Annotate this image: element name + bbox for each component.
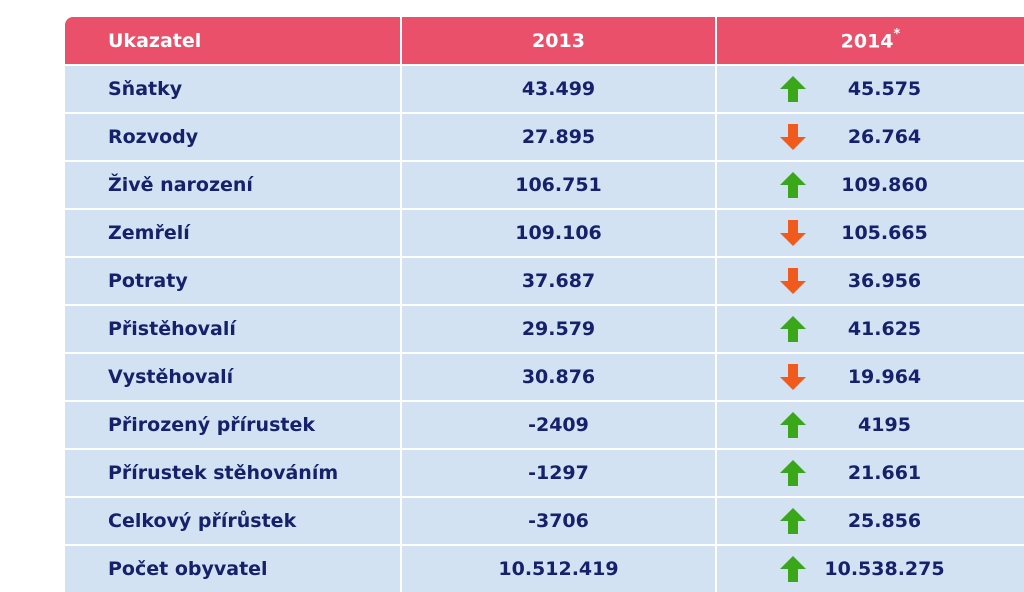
- table-row: Sňatky 43.499 45.575: [65, 64, 1024, 113]
- value-2014-text: 45.575: [847, 78, 922, 100]
- arrow-down-icon: [779, 123, 807, 151]
- indicator-cell: Počet obyvatel: [65, 544, 402, 592]
- value-2014-text: 21.661: [847, 462, 922, 484]
- indicator-cell: Sňatky: [65, 64, 402, 113]
- value-2013-cell: 109.106: [401, 208, 717, 257]
- value-2014-text: 10.538.275: [824, 558, 945, 580]
- indicator-cell: Celkový přírůstek: [65, 496, 402, 545]
- value-2014-cell: 36.956: [716, 256, 1024, 305]
- value-2013-cell: 29.579: [401, 304, 717, 353]
- table-row: Zemřelí 109.106 105.665: [65, 208, 1024, 257]
- header-2013: 2013: [401, 17, 717, 65]
- table-row: Potraty 37.687 36.956: [65, 256, 1024, 305]
- value-2013-cell: 43.499: [401, 64, 717, 113]
- value-2014-text: 4195: [858, 414, 911, 436]
- indicator-cell: Přírustek stěhováním: [65, 448, 402, 497]
- value-2014-text: 19.964: [847, 366, 922, 388]
- value-2014-text: 105.665: [841, 222, 928, 244]
- indicator-cell: Přistěhovalí: [65, 304, 402, 353]
- header-indicator-label: Ukazatel: [108, 29, 202, 52]
- table-row: Živě narození 106.751 109.860: [65, 160, 1024, 209]
- value-2014-text: 26.764: [847, 126, 922, 148]
- arrow-down-icon: [779, 267, 807, 295]
- table-row: Přirozený přírustek -2409 4195: [65, 400, 1024, 449]
- indicator-cell: Živě narození: [65, 160, 402, 209]
- header-row: Ukazatel 2013 2014*: [65, 17, 1024, 65]
- value-2013-cell: -2409: [401, 400, 717, 449]
- value-2014-cell: 19.964: [716, 352, 1024, 401]
- table-row: Přírustek stěhováním -1297 21.661: [65, 448, 1024, 497]
- table-body: Sňatky 43.499 45.575 Rozvody 27.895 26.764 Živ…: [65, 64, 1024, 592]
- table-row: Celkový přírůstek -3706 25.856: [65, 496, 1024, 545]
- table-row: Vystěhovalí 30.876 19.964: [65, 352, 1024, 401]
- value-2013-cell: 27.895: [401, 112, 717, 161]
- value-2014-cell: 26.764: [716, 112, 1024, 161]
- value-2014-text: 109.860: [841, 174, 928, 196]
- header-2014-label: 2014: [840, 30, 894, 53]
- indicator-cell: Zemřelí: [65, 208, 402, 257]
- value-2014-cell: 10.538.275: [716, 544, 1024, 592]
- arrow-up-icon: [779, 411, 807, 439]
- statistics-table-container: Ukazatel 2013 2014* Sňatky 43.499 45.575 Ro…: [65, 17, 1024, 592]
- value-2014-cell: 105.665: [716, 208, 1024, 257]
- header-2013-label: 2013: [532, 29, 585, 52]
- value-2014-text: 25.856: [847, 510, 922, 532]
- value-2014-text: 41.625: [847, 318, 922, 340]
- arrow-down-icon: [779, 363, 807, 391]
- arrow-down-icon: [779, 219, 807, 247]
- value-2013-cell: 10.512.419: [401, 544, 717, 592]
- header-2014-footnote-mark: *: [893, 26, 901, 42]
- arrow-up-icon: [779, 315, 807, 343]
- arrow-up-icon: [779, 507, 807, 535]
- value-2014-cell: 21.661: [716, 448, 1024, 497]
- header-indicator: Ukazatel: [65, 17, 402, 65]
- value-2013-cell: 30.876: [401, 352, 717, 401]
- value-2013-cell: 37.687: [401, 256, 717, 305]
- statistics-table: Ukazatel 2013 2014* Sňatky 43.499 45.575 Ro…: [65, 17, 1024, 592]
- value-2014-cell: 41.625: [716, 304, 1024, 353]
- indicator-cell: Rozvody: [65, 112, 402, 161]
- indicator-cell: Potraty: [65, 256, 402, 305]
- value-2014-cell: 25.856: [716, 496, 1024, 545]
- value-2013-cell: -1297: [401, 448, 717, 497]
- table-header: Ukazatel 2013 2014*: [65, 17, 1024, 65]
- table-row: Přistěhovalí 29.579 41.625: [65, 304, 1024, 353]
- indicator-cell: Přirozený přírustek: [65, 400, 402, 449]
- value-2014-text: 36.956: [847, 270, 922, 292]
- value-2014-cell: 4195: [716, 400, 1024, 449]
- table-row: Počet obyvatel 10.512.419 10.538.275: [65, 544, 1024, 592]
- value-2013-cell: -3706: [401, 496, 717, 545]
- value-2014-cell: 45.575: [716, 64, 1024, 113]
- arrow-up-icon: [779, 171, 807, 199]
- arrow-up-icon: [779, 555, 807, 583]
- value-2013-cell: 106.751: [401, 160, 717, 209]
- table-row: Rozvody 27.895 26.764: [65, 112, 1024, 161]
- value-2014-cell: 109.860: [716, 160, 1024, 209]
- arrow-up-icon: [779, 75, 807, 103]
- header-2014: 2014*: [716, 17, 1024, 65]
- arrow-up-icon: [779, 459, 807, 487]
- indicator-cell: Vystěhovalí: [65, 352, 402, 401]
